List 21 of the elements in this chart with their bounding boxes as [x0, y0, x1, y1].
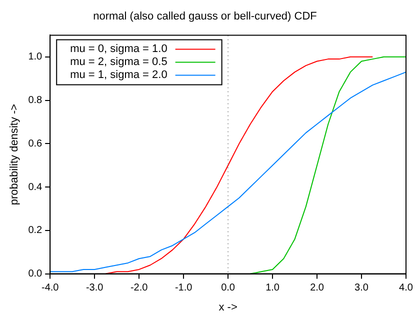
x-tick-label: 3.0 — [354, 282, 369, 294]
legend-label: mu = 0, sigma = 1.0 — [70, 43, 168, 56]
x-tick-label: 2.0 — [310, 282, 324, 294]
y-tick-label: 0.6 — [28, 138, 43, 150]
y-tick-label: 1.0 — [28, 52, 43, 63]
y-tick-label: 0.8 — [28, 95, 43, 106]
chart-title: normal (also called gauss or bell-curved) CDF — [93, 10, 318, 23]
y-tick-label: 0.2 — [28, 225, 43, 236]
x-tick-label: 1.0 — [266, 282, 280, 294]
x-tick-label: -3.0 — [86, 282, 104, 294]
y-axis-title: probability density -> — [8, 104, 21, 206]
x-tick-label: -2.0 — [130, 282, 148, 294]
x-tick-label: -4.0 — [41, 282, 60, 294]
y-tick-label: 0.4 — [28, 182, 43, 193]
x-tick-label: 4.0 — [399, 282, 414, 294]
legend-label: mu = 2, sigma = 0.5 — [70, 56, 168, 68]
x-tick-label: 0.0 — [221, 282, 236, 294]
x-axis-title: x -> — [218, 301, 238, 314]
legend-label: mu = 1, sigma = 2.0 — [70, 69, 168, 82]
x-tick-label: -1.0 — [174, 282, 193, 294]
y-tick-label: 0.0 — [28, 268, 43, 280]
